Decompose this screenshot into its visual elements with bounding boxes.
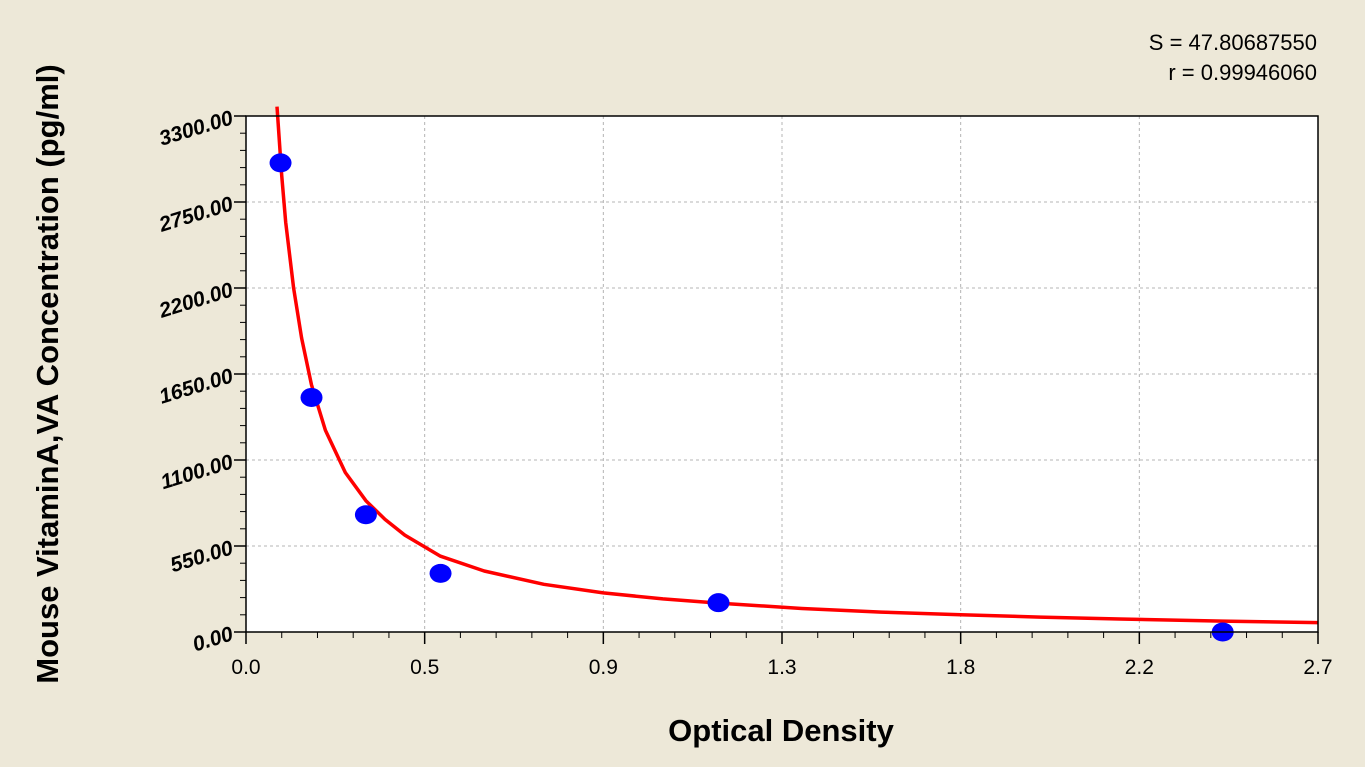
data-point bbox=[429, 563, 452, 583]
y-tick-label: 1650.00 bbox=[156, 364, 236, 408]
y-axis-title: Mouse VitaminA,VA Concentration (pg/ml) bbox=[30, 64, 65, 683]
x-axis-title: Optical Density bbox=[668, 713, 894, 748]
data-point bbox=[354, 505, 377, 525]
x-tick-label: 1.8 bbox=[946, 656, 975, 679]
x-tick-label: 2.2 bbox=[1125, 656, 1154, 679]
data-point bbox=[707, 593, 730, 613]
data-point bbox=[300, 387, 323, 407]
x-tick-label: 2.7 bbox=[1303, 656, 1332, 679]
data-points bbox=[269, 153, 1234, 642]
data-point bbox=[269, 153, 292, 173]
x-tick-label: 1.3 bbox=[767, 656, 796, 679]
x-tick-label: 0.9 bbox=[589, 656, 618, 679]
fit-curve bbox=[275, 106, 1319, 625]
y-axis-ticks: 0.00 550.00 1100.00 1650.00 2200.00 2750.00 33… bbox=[156, 106, 246, 656]
y-tick-label: 550.00 bbox=[168, 536, 236, 577]
minor-ticks bbox=[240, 132, 1283, 638]
y-tick-label: 0.00 bbox=[190, 622, 236, 656]
y-tick-label: 2750.00 bbox=[156, 192, 237, 237]
x-tick-label: 0.0 bbox=[231, 656, 260, 679]
y-tick-label: 1100.00 bbox=[158, 450, 236, 494]
fit-stat-s: S = 47.80687550 bbox=[1149, 30, 1317, 55]
fit-stat-r: r = 0.99946060 bbox=[1168, 60, 1317, 85]
y-tick-label: 2200.00 bbox=[156, 278, 237, 323]
y-tick-label: 3300.00 bbox=[156, 106, 236, 150]
x-axis-ticks: 0.0 0.5 0.9 1.3 1.8 2.2 2.7 bbox=[231, 632, 1333, 679]
x-tick-label: 0.5 bbox=[410, 656, 439, 679]
